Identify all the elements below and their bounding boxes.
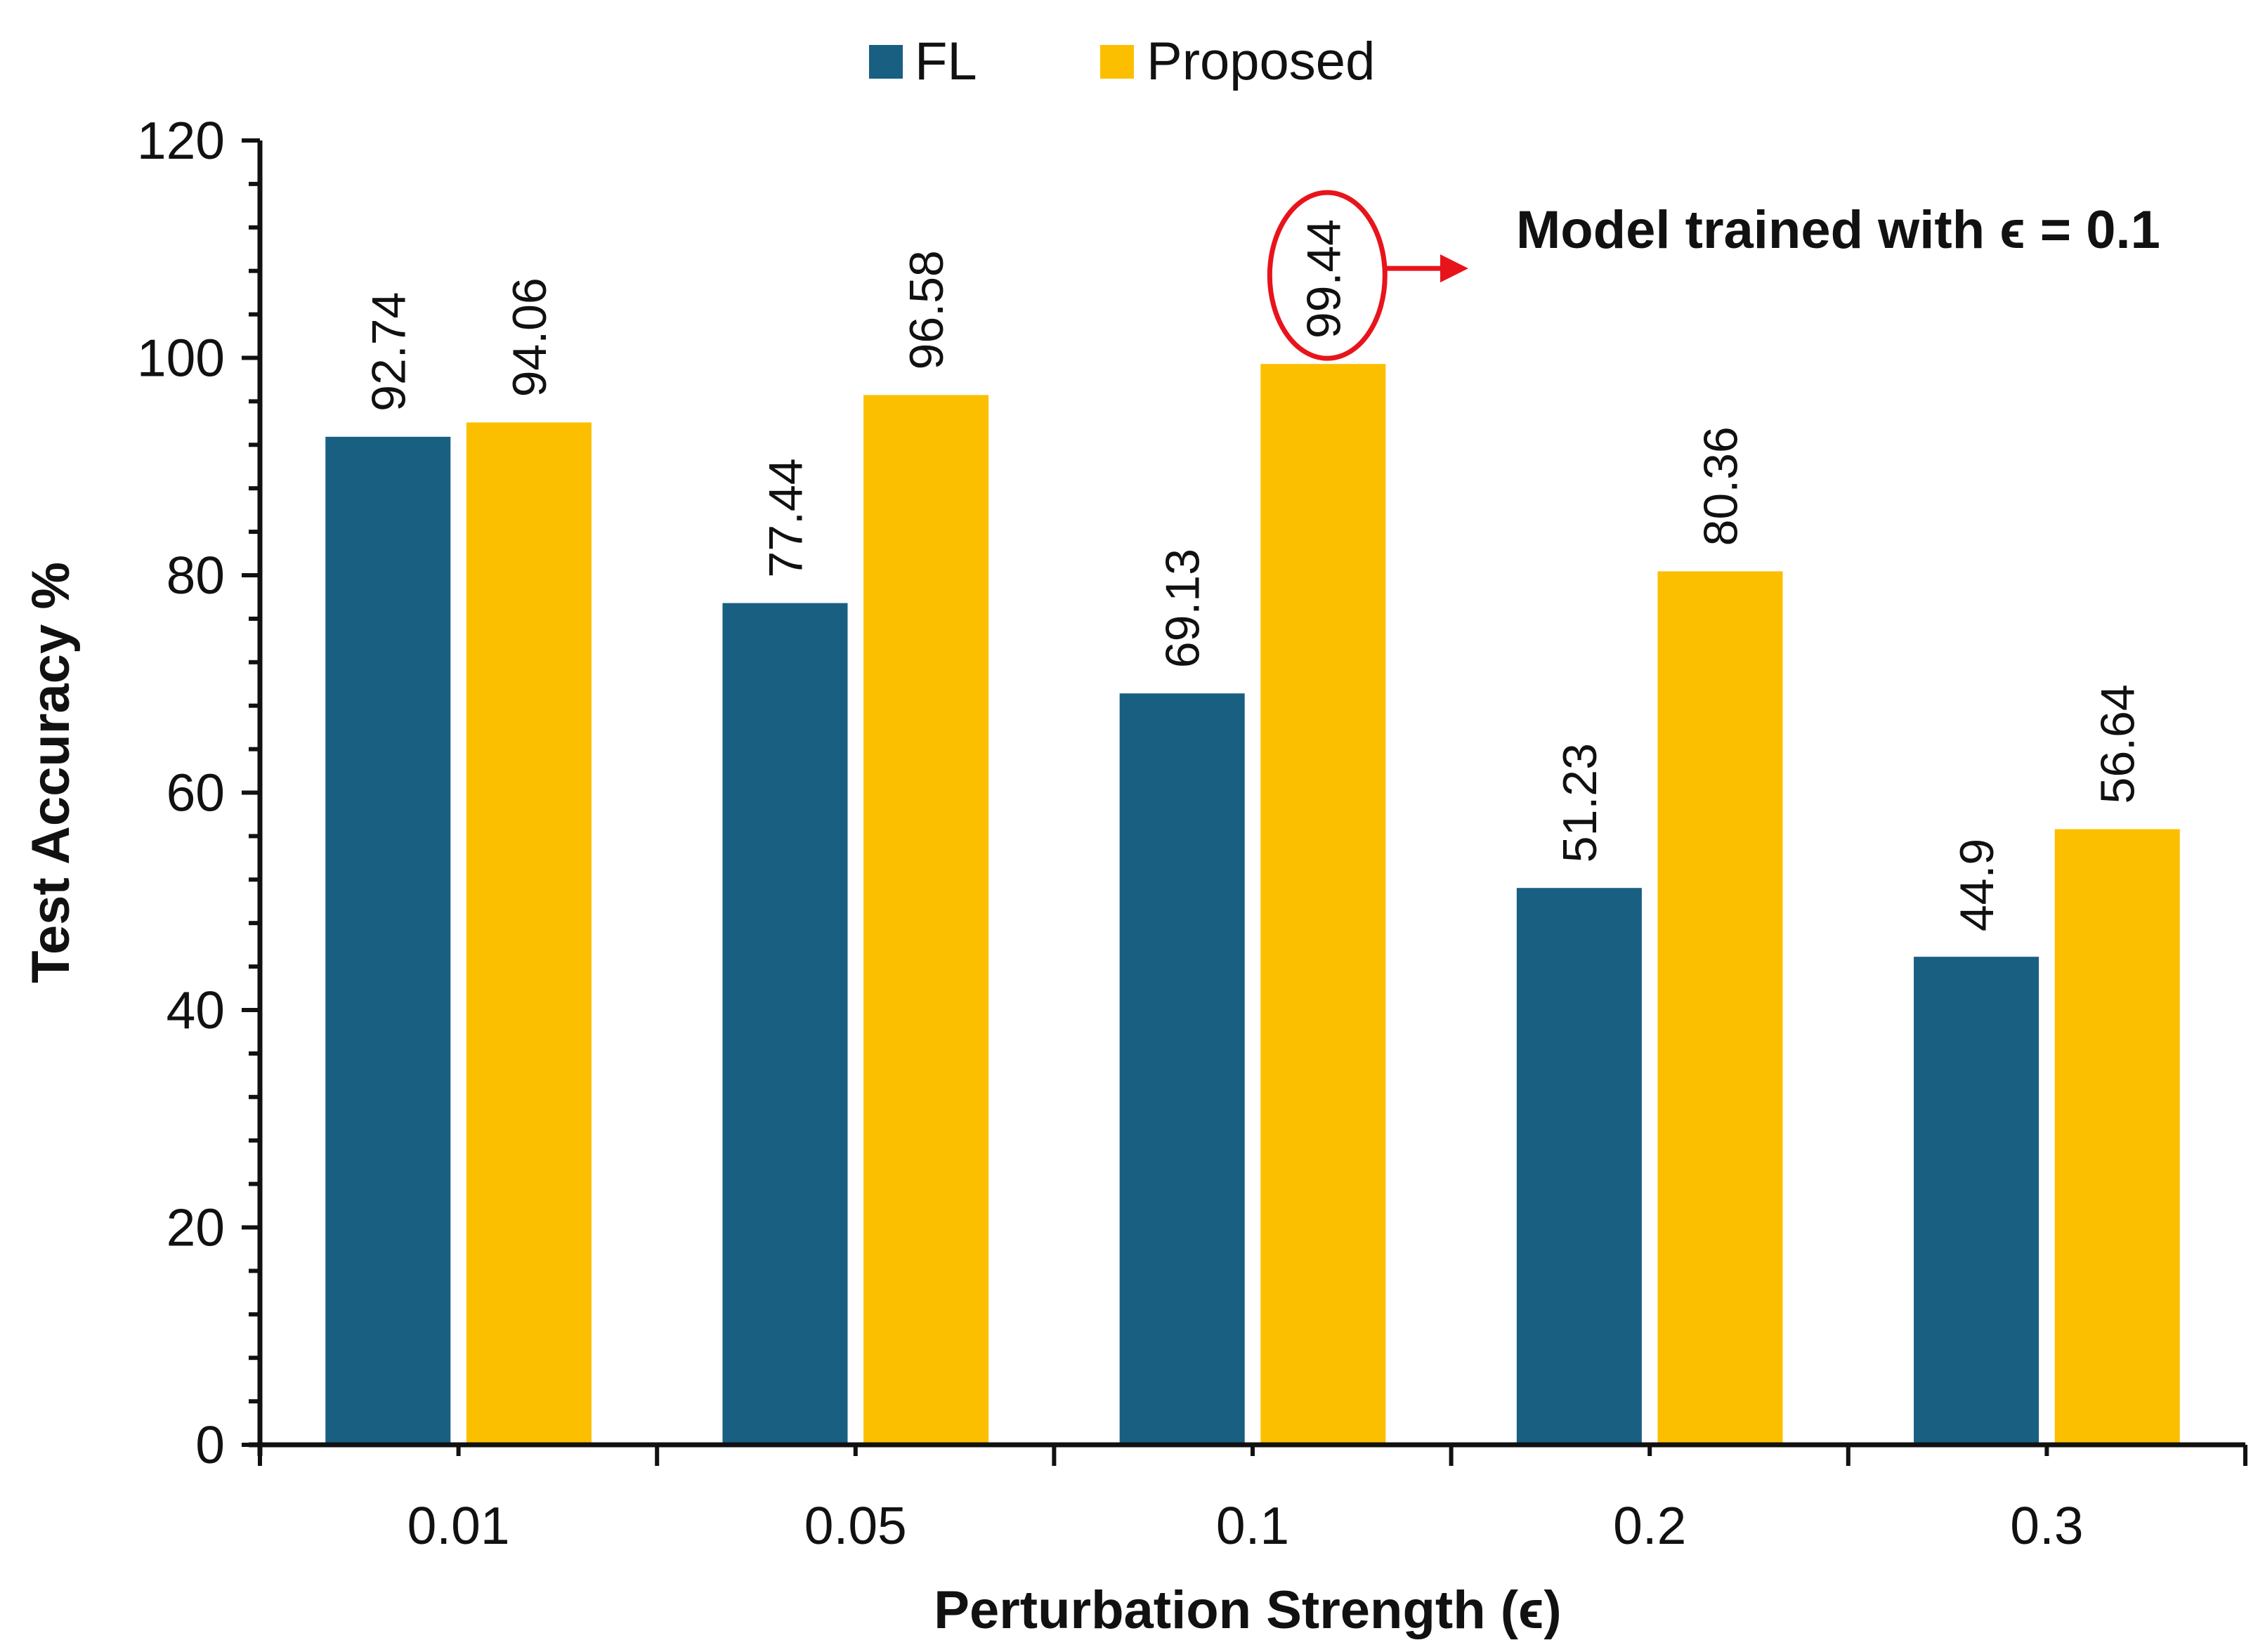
- bar-proposed-0.05: [863, 395, 989, 1445]
- bar-proposed-0.3: [2054, 829, 2180, 1445]
- x-tick-label-0.05: 0.05: [804, 1496, 907, 1555]
- bar-fl-0.01: [325, 436, 451, 1445]
- legend-swatch-proposed: [1100, 45, 1134, 79]
- plot-area: 92.74 94.06 0.01 77.44 96.58 0.05 69.13 99.44 0.…: [137, 111, 2247, 1555]
- y-axis-title: Test Accuracy %: [21, 562, 81, 983]
- y-tick-label-80: 80: [167, 546, 225, 605]
- legend-label-proposed: Proposed: [1147, 32, 1375, 91]
- bar-fl-0.1: [1119, 693, 1245, 1445]
- annotation: Model trained with ϵ = 0.1: [1267, 190, 2160, 361]
- x-tick-label-0.3: 0.3: [2010, 1496, 2083, 1555]
- x-axis-title: Perturbation Strength (ϵ): [934, 1580, 1561, 1640]
- legend: FL Proposed: [869, 32, 1375, 91]
- y-tick-label-100: 100: [137, 329, 225, 388]
- bar-proposed-0.2: [1657, 571, 1783, 1446]
- highlight-ellipse: [1267, 190, 1388, 361]
- data-label-proposed-0.01: 94.06: [503, 277, 556, 397]
- data-label-fl-0.1: 69.13: [1156, 549, 1210, 668]
- bar-fl-0.2: [1516, 888, 1642, 1445]
- data-label-proposed-0.05: 96.58: [900, 250, 953, 369]
- x-tick-label-0.01: 0.01: [407, 1496, 510, 1555]
- annotation-arrow-head: [1440, 254, 1468, 283]
- data-label-proposed-0.1: 99.44: [1297, 219, 1350, 339]
- data-label-fl-0.2: 51.23: [1553, 743, 1607, 863]
- bar-fl-0.3: [1914, 957, 2039, 1445]
- y-tick-label-60: 60: [167, 763, 225, 822]
- y-tick-label-0: 0: [195, 1415, 225, 1474]
- annotation-text: Model trained with ϵ = 0.1: [1516, 200, 2160, 260]
- legend-label-fl: FL: [915, 32, 977, 91]
- data-label-proposed-0.2: 80.36: [1695, 426, 1748, 546]
- data-label-proposed-0.3: 56.64: [2091, 684, 2145, 804]
- legend-swatch-fl: [869, 45, 903, 79]
- bar-proposed-0.1: [1260, 364, 1386, 1445]
- y-tick-label-120: 120: [137, 111, 225, 170]
- x-tick-label-0.1: 0.1: [1216, 1496, 1289, 1555]
- bar-fl-0.05: [722, 603, 848, 1446]
- bar-proposed-0.01: [466, 422, 592, 1445]
- y-tick-label-20: 20: [167, 1198, 225, 1257]
- data-label-fl-0.01: 92.74: [362, 292, 415, 412]
- data-label-fl-0.05: 77.44: [759, 458, 812, 577]
- y-tick-label-40: 40: [167, 981, 225, 1040]
- data-label-fl-0.3: 44.9: [1950, 839, 2004, 931]
- x-tick-label-0.2: 0.2: [1613, 1496, 1686, 1555]
